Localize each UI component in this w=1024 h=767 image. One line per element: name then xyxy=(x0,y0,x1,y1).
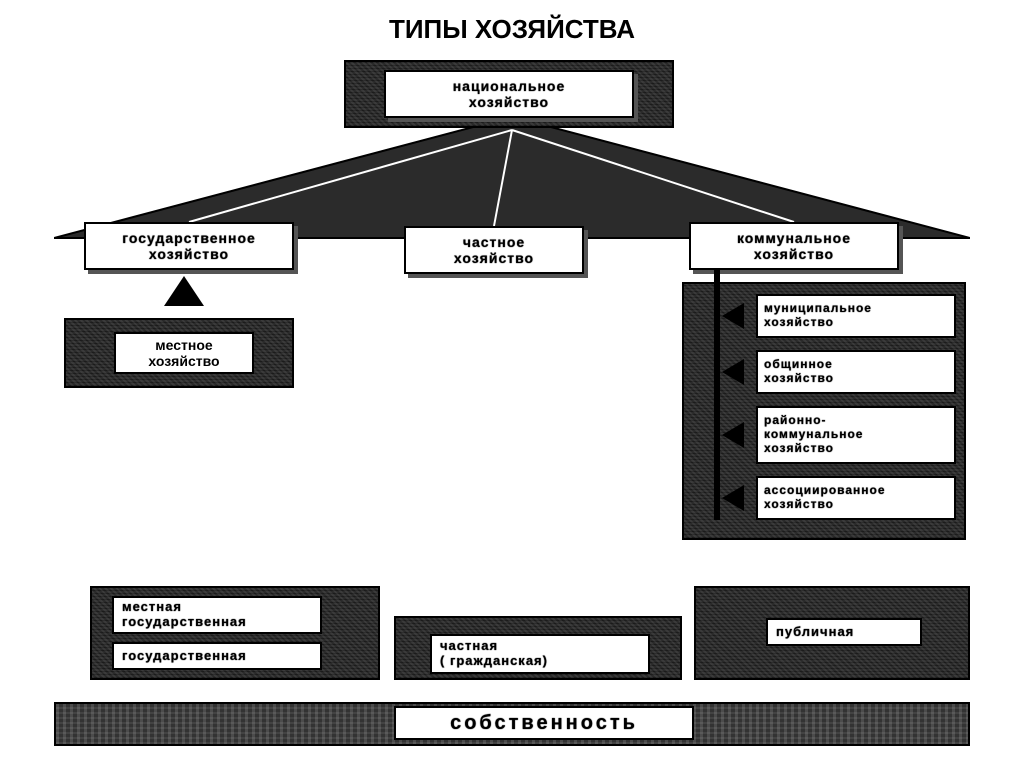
ownership-text: собственность xyxy=(450,712,638,735)
node-local: местное хозяйство xyxy=(114,332,254,374)
bottom-box-0-1: государственная xyxy=(112,642,322,670)
page-title: ТИПЫ ХОЗЯЙСТВА xyxy=(0,0,1024,45)
l2-0-line2: хозяйство xyxy=(149,246,229,262)
arrow-left-icon xyxy=(722,359,744,385)
arrow-left-icon xyxy=(722,303,744,329)
communal-child-2-line1: коммунальное xyxy=(764,428,863,442)
communal-child-1-line1: хозяйство xyxy=(764,372,834,386)
local-line2: хозяйство xyxy=(148,353,219,369)
bottom-box-2-0: публичная xyxy=(766,618,922,646)
diagram-canvas: национальное хозяйство государственное х… xyxy=(54,48,970,748)
l2-0-line1: государственное xyxy=(122,230,256,246)
l2-1-line2: хозяйство xyxy=(454,250,534,266)
communal-child-3-line1: хозяйство xyxy=(764,498,834,512)
arrow-left-icon xyxy=(722,485,744,511)
l2-2-line2: хозяйство xyxy=(754,246,834,262)
communal-child-1: общинноехозяйство xyxy=(756,350,956,394)
communal-child-3-line0: ассоциированное xyxy=(764,484,886,498)
l2-1-line1: частное xyxy=(463,234,525,250)
bottom-box-0-0: местнаягосударственная xyxy=(112,596,322,634)
communal-child-2-line2: хозяйство xyxy=(764,442,834,456)
communal-child-2-line0: районно- xyxy=(764,414,827,428)
communal-child-1-line0: общинное xyxy=(764,358,833,372)
bottom-box-0-1-line0: государственная xyxy=(122,649,247,664)
node-government: государственное хозяйство xyxy=(84,222,294,270)
communal-child-0-line1: хозяйство xyxy=(764,316,834,330)
communal-child-0: муниципальноехозяйство xyxy=(756,294,956,338)
bottom-box-0-0-line0: местная xyxy=(122,600,182,615)
root-line1: национальное xyxy=(453,78,566,94)
arrow-left-icon xyxy=(722,422,744,448)
ownership-label: собственность xyxy=(394,706,694,740)
communal-child-0-line0: муниципальное xyxy=(764,302,872,316)
root-line2: хозяйство xyxy=(469,94,549,110)
bottom-box-1-0-line0: частная xyxy=(440,639,498,654)
communal-child-3: ассоциированноехозяйство xyxy=(756,476,956,520)
bottom-box-2-0-line0: публичная xyxy=(776,625,854,640)
node-private: частное хозяйство xyxy=(404,226,584,274)
communal-vline xyxy=(714,270,720,520)
local-line1: местное xyxy=(155,337,212,353)
arrow-up-icon xyxy=(164,276,204,306)
l2-2-line1: коммунальное xyxy=(737,230,851,246)
root-box: национальное хозяйство xyxy=(384,70,634,118)
bottom-box-1-0-line1: ( гражданская) xyxy=(440,654,548,669)
bottom-box-1-0: частная( гражданская) xyxy=(430,634,650,674)
node-communal: коммунальное хозяйство xyxy=(689,222,899,270)
bottom-box-0-0-line1: государственная xyxy=(122,615,247,630)
communal-child-2: районно-коммунальноехозяйство xyxy=(756,406,956,464)
